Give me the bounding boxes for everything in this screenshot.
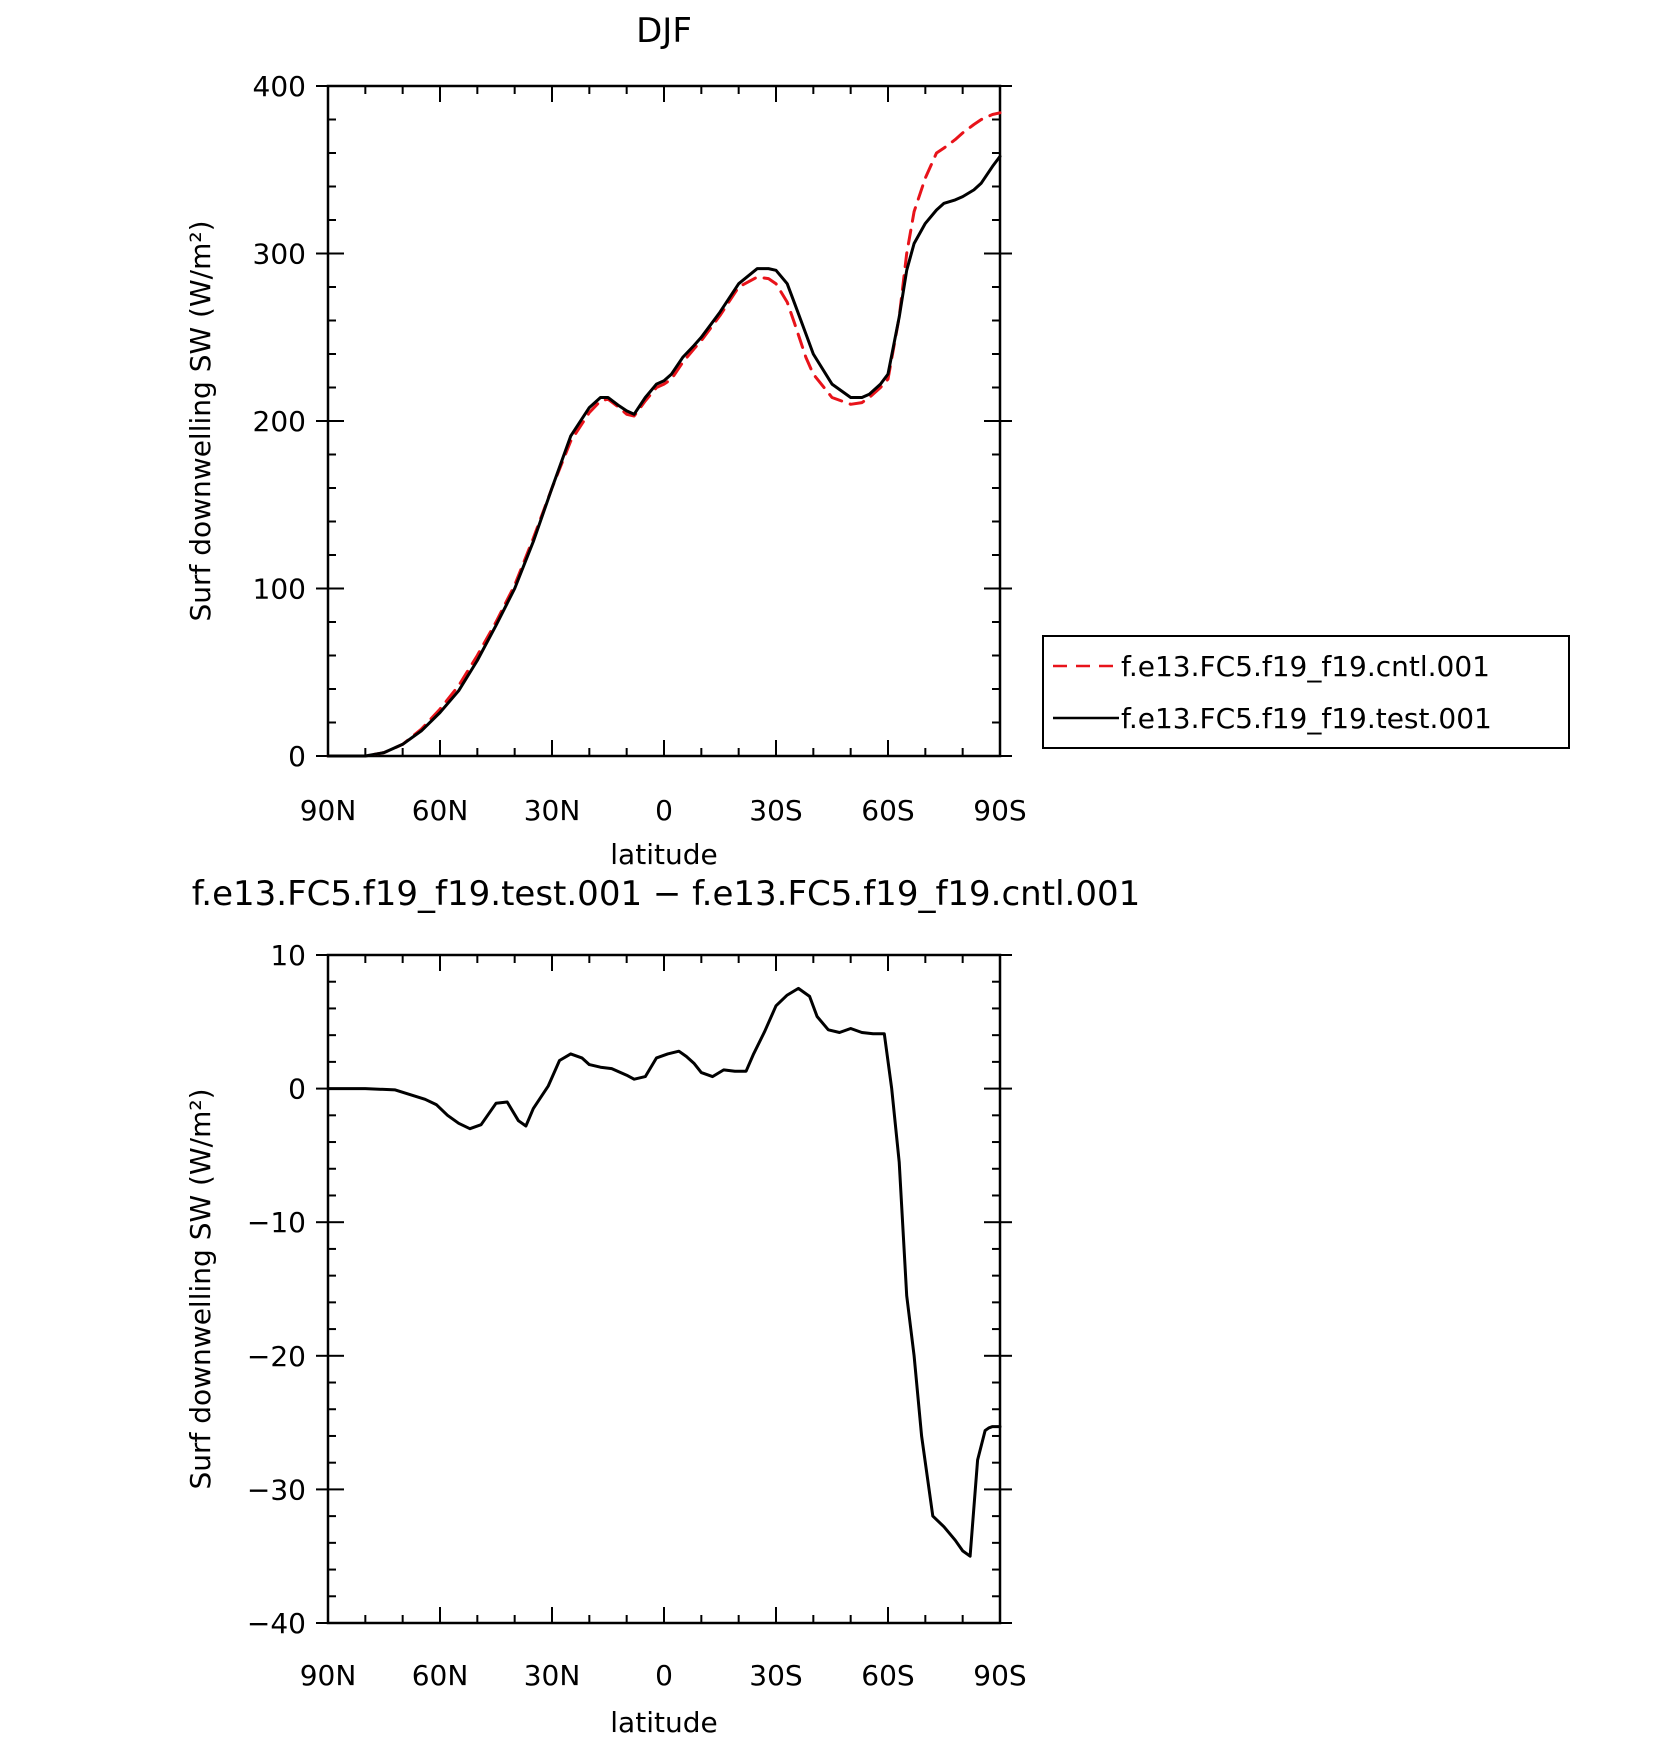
x-tick-label: 90S	[973, 1659, 1026, 1692]
bottom-x-axis-label: latitude	[610, 1706, 717, 1739]
x-tick-label: 30N	[524, 1659, 581, 1692]
y-tick-label: 400	[253, 70, 306, 103]
top-x-axis-label: latitude	[610, 838, 717, 871]
top-tick-labels: 90N 60N 30N 0 30S 60S 90S 0 100 200 300 400	[253, 70, 1027, 827]
x-tick-label: 30S	[749, 1659, 802, 1692]
difference-line	[326, 986, 1002, 1558]
y-tick-label: 0	[288, 740, 306, 773]
series-line-test	[326, 154, 1002, 758]
y-tick-label: −10	[247, 1206, 306, 1239]
legend: f.e13.FC5.f19_f19.cntl.001 f.e13.FC5.f19…	[1042, 635, 1570, 749]
bottom-panel-difference: 90N 60N 30N 0 30S 60S 90S 10 0 −10 −20 −30 −40 f.e13…	[184, 874, 1140, 1739]
y-tick-label: −30	[247, 1473, 306, 1506]
top-axis-ticks	[316, 85, 1012, 757]
x-tick-label: 0	[655, 794, 673, 827]
x-tick-label: 90N	[300, 1659, 357, 1692]
y-tick-label: −20	[247, 1340, 306, 1373]
top-plot-title: DJF	[636, 11, 692, 51]
y-tick-label: 0	[288, 1073, 306, 1106]
bottom-axis-ticks	[316, 954, 1012, 1624]
top-series-lines	[326, 111, 1002, 758]
top-panel-djf: 90N 60N 30N 0 30S 60S 90S 0 100 200 300 400 DJF lat…	[184, 11, 1027, 871]
y-tick-label: 200	[253, 405, 306, 438]
series-line-cntl	[326, 111, 1002, 758]
bottom-y-axis-label: Surf downwelling SW (W/m²)	[184, 1088, 217, 1489]
bottom-series-lines	[326, 986, 1002, 1558]
x-tick-label: 60S	[861, 794, 914, 827]
x-tick-label: 30S	[749, 794, 802, 827]
x-tick-label: 30N	[524, 794, 581, 827]
x-tick-label: 90S	[973, 794, 1026, 827]
x-tick-label: 90N	[300, 794, 357, 827]
x-tick-label: 60S	[861, 1659, 914, 1692]
top-y-axis-label: Surf downwelling SW (W/m²)	[184, 220, 217, 621]
y-tick-label: −40	[247, 1607, 306, 1640]
bottom-tick-labels: 90N 60N 30N 0 30S 60S 90S 10 0 −10 −20 −30 −40	[247, 939, 1027, 1692]
bottom-plot-title: f.e13.FC5.f19_f19.test.001 − f.e13.FC5.f…	[192, 874, 1140, 914]
x-tick-label: 60N	[412, 794, 469, 827]
y-tick-label: 100	[253, 573, 306, 606]
x-tick-label: 0	[655, 1659, 673, 1692]
x-tick-label: 60N	[412, 1659, 469, 1692]
legend-label-test: f.e13.FC5.f19_f19.test.001	[1121, 702, 1492, 735]
y-tick-label: 300	[253, 238, 306, 271]
top-plot-frame	[326, 84, 1002, 758]
y-tick-label: 10	[270, 939, 306, 972]
legend-box	[1042, 635, 1570, 749]
legend-label-cntl: f.e13.FC5.f19_f19.cntl.001	[1121, 650, 1490, 683]
